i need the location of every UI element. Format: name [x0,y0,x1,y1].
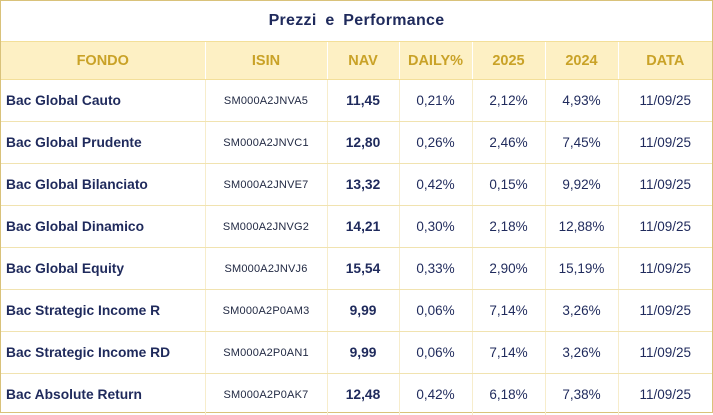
fund-daily: 0,42% [399,164,472,206]
fund-nav: 12,80 [327,122,399,164]
fund-date: 11/09/25 [618,206,712,248]
fund-daily: 0,26% [399,122,472,164]
fund-isin: SM000A2JNVA5 [205,80,327,122]
column-header-nav: NAV [327,42,399,80]
fund-2025: 7,14% [472,290,545,332]
funds-table: FONDO ISIN NAV DAILY% 2025 2024 DATA Bac… [1,41,712,415]
fund-2024: 7,38% [545,374,618,415]
fund-name: Bac Global Equity [1,248,205,290]
fund-daily: 0,06% [399,290,472,332]
fund-nav: 11,45 [327,80,399,122]
header-row: FONDO ISIN NAV DAILY% 2025 2024 DATA [1,42,712,80]
fund-2024: 12,88% [545,206,618,248]
table-header: FONDO ISIN NAV DAILY% 2025 2024 DATA [1,42,712,80]
fund-nav: 9,99 [327,290,399,332]
fund-2024: 7,45% [545,122,618,164]
fund-2024: 9,92% [545,164,618,206]
fund-date: 11/09/25 [618,374,712,415]
fund-isin: SM000A2JNVG2 [205,206,327,248]
table-row: Bac Global Equity SM000A2JNVJ6 15,54 0,3… [1,248,712,290]
table-body: Bac Global Cauto SM000A2JNVA5 11,45 0,21… [1,80,712,415]
fund-date: 11/09/25 [618,290,712,332]
column-header-data: DATA [618,42,712,80]
fund-2025: 7,14% [472,332,545,374]
fund-2025: 0,15% [472,164,545,206]
table-row: Bac Global Bilanciato SM000A2JNVE7 13,32… [1,164,712,206]
fund-2025: 2,12% [472,80,545,122]
fund-isin: SM000A2P0AM3 [205,290,327,332]
fund-isin: SM000A2JNVC1 [205,122,327,164]
table-row: Bac Strategic Income RD SM000A2P0AN1 9,9… [1,332,712,374]
fund-2024: 15,19% [545,248,618,290]
table-row: Bac Global Dinamico SM000A2JNVG2 14,21 0… [1,206,712,248]
table-row: Bac Global Cauto SM000A2JNVA5 11,45 0,21… [1,80,712,122]
fund-2024: 3,26% [545,332,618,374]
fund-name: Bac Global Bilanciato [1,164,205,206]
table-row: Bac Strategic Income R SM000A2P0AM3 9,99… [1,290,712,332]
fund-2025: 2,46% [472,122,545,164]
fund-date: 11/09/25 [618,332,712,374]
fund-date: 11/09/25 [618,248,712,290]
fund-2025: 6,18% [472,374,545,415]
fund-date: 11/09/25 [618,80,712,122]
fund-name: Bac Absolute Return [1,374,205,415]
fund-daily: 0,30% [399,206,472,248]
fund-2024: 4,93% [545,80,618,122]
fund-isin: SM000A2JNVJ6 [205,248,327,290]
table-row: Bac Global Prudente SM000A2JNVC1 12,80 0… [1,122,712,164]
fund-isin: SM000A2P0AN1 [205,332,327,374]
fund-isin: SM000A2P0AK7 [205,374,327,415]
table-row: Bac Absolute Return SM000A2P0AK7 12,48 0… [1,374,712,415]
fund-name: Bac Strategic Income R [1,290,205,332]
fund-2024: 3,26% [545,290,618,332]
fund-name: Bac Global Dinamico [1,206,205,248]
fund-daily: 0,06% [399,332,472,374]
fund-date: 11/09/25 [618,122,712,164]
fund-nav: 14,21 [327,206,399,248]
column-header-daily: DAILY% [399,42,472,80]
fund-isin: SM000A2JNVE7 [205,164,327,206]
fund-date: 11/09/25 [618,164,712,206]
fund-nav: 15,54 [327,248,399,290]
fund-nav: 12,48 [327,374,399,415]
fund-nav: 9,99 [327,332,399,374]
fund-daily: 0,33% [399,248,472,290]
fund-2025: 2,90% [472,248,545,290]
fund-name: Bac Global Prudente [1,122,205,164]
fund-name: Bac Global Cauto [1,80,205,122]
fund-name: Bac Strategic Income RD [1,332,205,374]
widget-title: Prezzi e Performance [1,1,712,41]
column-header-isin: ISIN [205,42,327,80]
fund-nav: 13,32 [327,164,399,206]
fund-daily: 0,21% [399,80,472,122]
column-header-fondo: FONDO [1,42,205,80]
column-header-2024: 2024 [545,42,618,80]
column-header-2025: 2025 [472,42,545,80]
fund-2025: 2,18% [472,206,545,248]
fund-daily: 0,42% [399,374,472,415]
